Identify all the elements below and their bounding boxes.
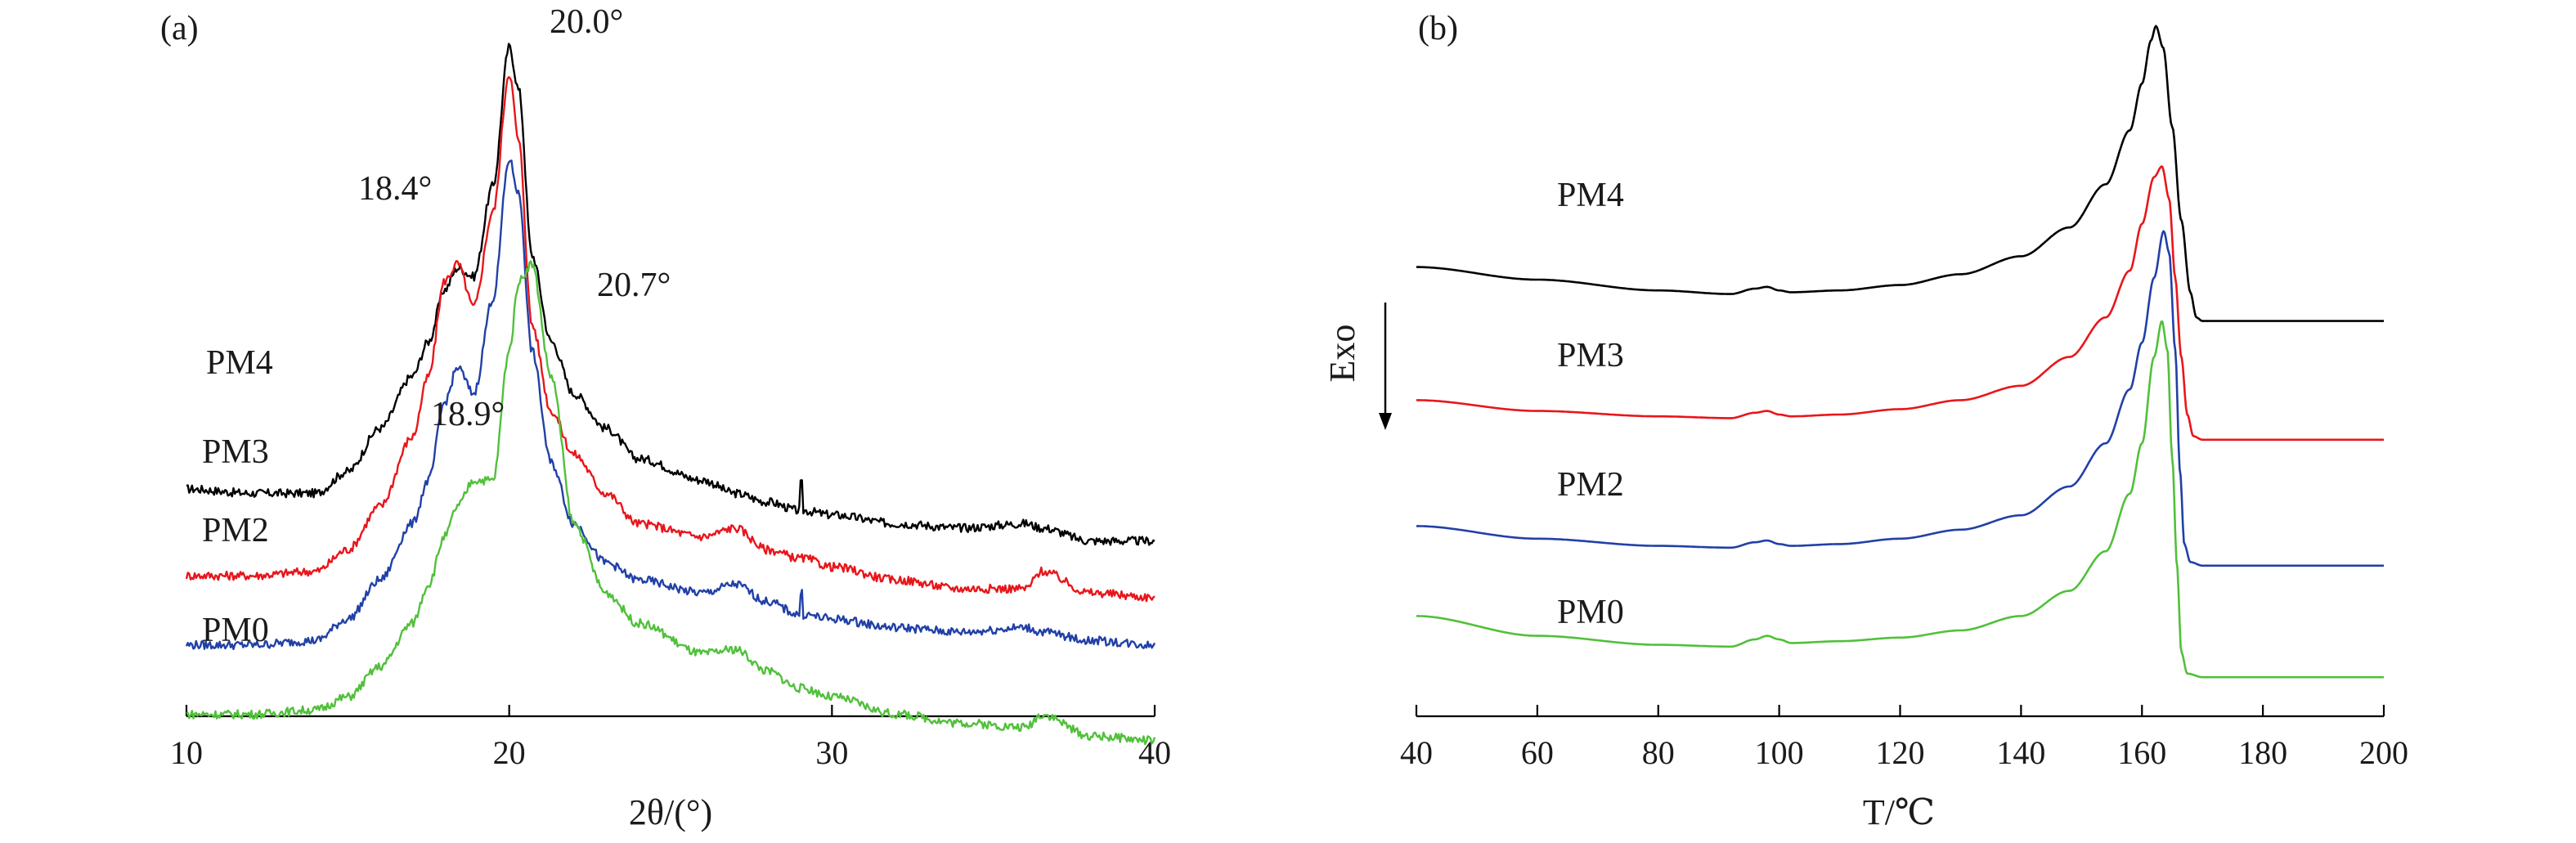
panel-b-tick-label: 120 [1876, 734, 1925, 771]
panel-a-series-line-pm0 [186, 260, 1156, 746]
panel-b-tick-label: 160 [2117, 734, 2166, 771]
panel-a-series-line-pm4 [186, 43, 1156, 546]
panel-b-x-axis-title: T/℃ [1863, 792, 1935, 832]
panel-b-tick-label: 40 [1400, 734, 1433, 771]
panel-a-tick-label: 10 [170, 734, 203, 771]
panel-a-series-label-pm2: PM2 [202, 512, 269, 549]
exo-direction-label: Exo [1322, 325, 1362, 383]
panel-b-tick-label: 180 [2238, 734, 2287, 771]
panel-a-x-axis-title: 2θ/(°) [629, 792, 712, 832]
panel-b-series-line-pm3 [1416, 165, 2384, 442]
annotation-peak-20-7: 20.7° [597, 267, 671, 304]
panel-b-x-ticks: 40 60 80 100 120 140 160 180 200 [1400, 705, 2408, 771]
panel-a-series-label-pm0: PM0 [202, 612, 269, 649]
annotation-peak-20-0: 20.0° [550, 3, 623, 41]
panel-b-series [1416, 25, 2384, 679]
panel-b-tick-label: 60 [1521, 734, 1554, 771]
panel-b-series-label-pm2: PM2 [1557, 466, 1624, 504]
panel-b-series-line-pm4 [1416, 25, 2384, 322]
panel-b-dsc-chart: (b) 40 60 80 100 120 140 160 180 200 PM4 PM3 PM2… [1322, 10, 2408, 832]
panel-b-series-label-pm0: PM0 [1557, 594, 1624, 631]
panel-b-tick-label: 200 [2359, 734, 2408, 771]
panel-b-label: (b) [1418, 10, 1458, 47]
panel-a-tick-label: 20 [493, 734, 526, 771]
panel-b-tick-label: 80 [1642, 734, 1675, 771]
panel-b-series-label-pm4: PM4 [1557, 177, 1624, 214]
exo-arrow-head-icon [1379, 413, 1392, 430]
panel-a-series-line-pm2 [185, 159, 1156, 651]
annotation-peak-18-9: 18.9° [431, 396, 505, 433]
panel-b-series-label-pm3: PM3 [1557, 337, 1624, 374]
panel-a-series-label-pm4: PM4 [206, 344, 273, 382]
panel-b-series-line-pm0 [1416, 321, 2384, 679]
panel-a-x-ticks: 10 20 30 40 [170, 705, 1171, 771]
panel-b-tick-label: 140 [1996, 734, 2045, 771]
annotation-peak-18-4: 18.4° [358, 170, 432, 208]
panel-a-xrd-chart: (a) 10 20 30 40 PM4 PM3 PM2 PM0 20.0° 18.4°… [160, 3, 1171, 832]
panel-b-tick-label: 100 [1755, 734, 1804, 771]
panel-a-tick-label: 30 [815, 734, 848, 771]
panel-a-series [185, 43, 1156, 746]
panel-a-series-label-pm3: PM3 [202, 433, 269, 471]
panel-b-series-line-pm2 [1416, 230, 2384, 567]
panel-a-label: (a) [160, 10, 199, 47]
panel-a-series-line-pm3 [185, 76, 1156, 603]
